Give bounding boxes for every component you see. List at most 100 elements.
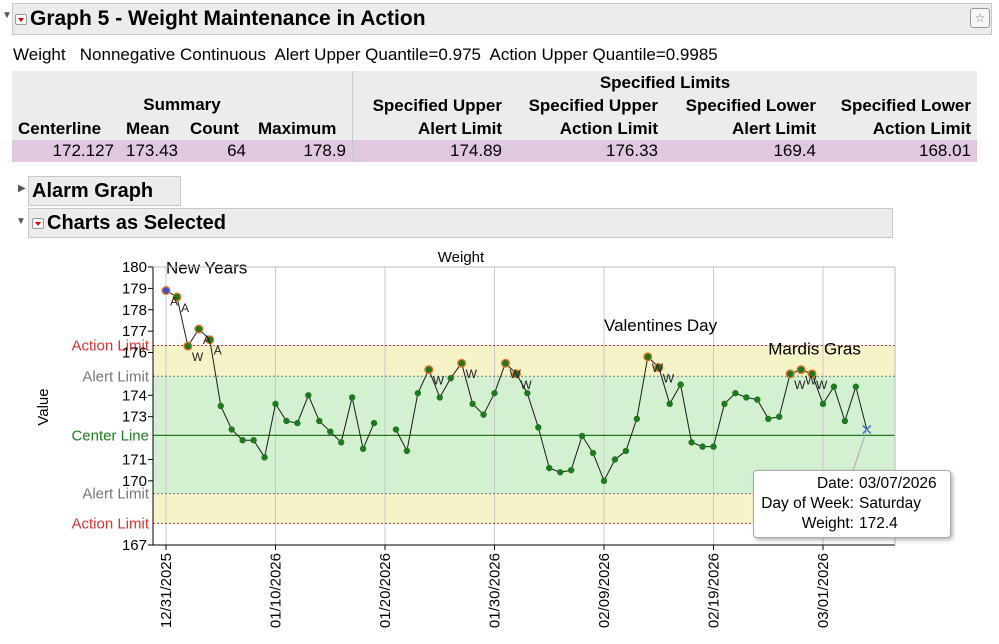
data-point[interactable] bbox=[184, 342, 192, 350]
data-point[interactable] bbox=[535, 424, 542, 431]
alarm-flag-label: W bbox=[433, 374, 445, 388]
data-point[interactable] bbox=[250, 437, 257, 444]
data-point[interactable] bbox=[819, 400, 827, 408]
tooltip-weight-value: 172.4 bbox=[859, 515, 898, 532]
data-point[interactable] bbox=[600, 477, 608, 485]
data-point[interactable] bbox=[491, 389, 498, 397]
limits-group-header: Specified Limits bbox=[352, 71, 977, 94]
report-disclosure-icon[interactable]: ▼ bbox=[2, 10, 12, 21]
data-point[interactable] bbox=[743, 394, 750, 401]
data-point[interactable] bbox=[699, 443, 706, 450]
data-point[interactable] bbox=[589, 449, 597, 457]
alarm-graph-disclosure-icon[interactable]: ▶ bbox=[18, 183, 26, 194]
data-point[interactable] bbox=[666, 400, 673, 408]
data-point[interactable] bbox=[502, 360, 509, 367]
data-point[interactable] bbox=[655, 364, 662, 371]
data-point[interactable] bbox=[436, 394, 443, 401]
tooltip-date-label: Date: bbox=[816, 475, 854, 492]
data-point[interactable] bbox=[206, 336, 213, 343]
data-point[interactable] bbox=[392, 426, 400, 433]
data-point[interactable] bbox=[403, 447, 411, 455]
col-upper-alert-2: Alert Limit bbox=[352, 117, 508, 140]
alarm-graph-header[interactable]: Alarm Graph bbox=[28, 176, 181, 206]
selected-point-marker[interactable] bbox=[862, 424, 872, 435]
data-point[interactable] bbox=[327, 428, 334, 435]
data-point[interactable] bbox=[305, 392, 312, 399]
data-point[interactable] bbox=[688, 439, 695, 446]
data-point[interactable] bbox=[677, 381, 684, 388]
data-point[interactable] bbox=[338, 439, 345, 446]
data-point[interactable] bbox=[294, 419, 301, 427]
data-point[interactable] bbox=[578, 432, 586, 440]
data-point[interactable] bbox=[776, 413, 783, 420]
data-point[interactable] bbox=[173, 293, 181, 301]
info-distribution: Nonnegative Continuous bbox=[79, 45, 266, 64]
data-point[interactable] bbox=[841, 417, 849, 425]
favorite-star-icon[interactable]: ☆ bbox=[970, 8, 990, 28]
charts-disclosure-icon[interactable]: ▼ bbox=[16, 216, 26, 227]
col-lower-alert-1: Specified Lower bbox=[664, 94, 822, 117]
alarm-point-ring bbox=[172, 292, 182, 302]
data-point[interactable] bbox=[480, 411, 487, 418]
charts-header: Charts as Selected bbox=[28, 208, 893, 238]
info-variable: Weight bbox=[13, 45, 66, 64]
data-point[interactable] bbox=[469, 400, 476, 408]
data-point[interactable] bbox=[228, 426, 235, 433]
report-menu-icon[interactable] bbox=[15, 13, 27, 25]
data-point[interactable] bbox=[425, 366, 432, 373]
data-point[interactable] bbox=[557, 469, 564, 476]
col-lower-action-2: Action Limit bbox=[822, 117, 977, 140]
data-point[interactable] bbox=[162, 287, 170, 294]
data-point[interactable] bbox=[797, 366, 805, 373]
charts-menu-icon[interactable] bbox=[32, 217, 44, 229]
data-point[interactable] bbox=[414, 389, 422, 397]
alarm-point-ring bbox=[511, 369, 521, 379]
data-point[interactable] bbox=[239, 437, 246, 444]
data-point[interactable] bbox=[283, 417, 290, 425]
data-point[interactable] bbox=[622, 447, 630, 455]
data-point[interactable] bbox=[567, 466, 575, 474]
y-axis-label: Value bbox=[35, 388, 52, 425]
val-upper-alert: 174.89 bbox=[352, 140, 508, 162]
x-tick-label: 01/10/2026 bbox=[268, 553, 285, 628]
y-tick-label: 167 bbox=[122, 537, 147, 554]
alarm-flag-label: A bbox=[214, 344, 222, 358]
data-point[interactable] bbox=[524, 389, 531, 397]
data-point[interactable] bbox=[447, 375, 454, 382]
data-point[interactable] bbox=[830, 383, 838, 390]
val-maximum: 178.9 bbox=[252, 140, 353, 162]
data-point[interactable] bbox=[808, 370, 816, 378]
data-point[interactable] bbox=[272, 400, 279, 408]
x-tick-label: 03/01/2026 bbox=[815, 553, 832, 628]
data-point[interactable] bbox=[852, 383, 860, 390]
data-point[interactable] bbox=[513, 370, 520, 378]
summary-table: Summary Specified Limits Specified Upper… bbox=[12, 71, 977, 162]
data-point[interactable] bbox=[754, 396, 761, 403]
data-point[interactable] bbox=[786, 370, 794, 378]
val-lower-action: 168.01 bbox=[822, 140, 977, 162]
data-point[interactable] bbox=[710, 443, 717, 450]
data-point[interactable] bbox=[633, 415, 641, 423]
data-point[interactable] bbox=[644, 353, 651, 361]
alarm-flag-label: W bbox=[663, 372, 675, 386]
chart-annotation: Mardis Gras bbox=[768, 340, 861, 359]
data-point[interactable] bbox=[217, 402, 224, 410]
data-point[interactable] bbox=[316, 417, 323, 425]
data-point[interactable] bbox=[348, 394, 356, 401]
val-mean: 173.43 bbox=[120, 140, 184, 162]
data-point[interactable] bbox=[721, 400, 728, 408]
y-tick-label: 177 bbox=[122, 323, 147, 340]
data-point[interactable] bbox=[732, 389, 739, 397]
data-point[interactable] bbox=[370, 419, 378, 427]
data-point[interactable] bbox=[195, 325, 203, 333]
tooltip-dow-label: Day of Week: bbox=[761, 495, 854, 512]
data-point[interactable] bbox=[611, 456, 619, 463]
data-point[interactable] bbox=[359, 445, 367, 452]
data-point[interactable] bbox=[765, 415, 772, 423]
alarm-flag-label: W bbox=[520, 378, 532, 392]
data-point[interactable] bbox=[458, 360, 465, 367]
chart-annotation: Valentines Day bbox=[604, 316, 718, 335]
upper-alert-label: Alert Limit bbox=[82, 368, 150, 385]
data-point[interactable] bbox=[261, 454, 268, 461]
data-point[interactable] bbox=[546, 464, 553, 472]
